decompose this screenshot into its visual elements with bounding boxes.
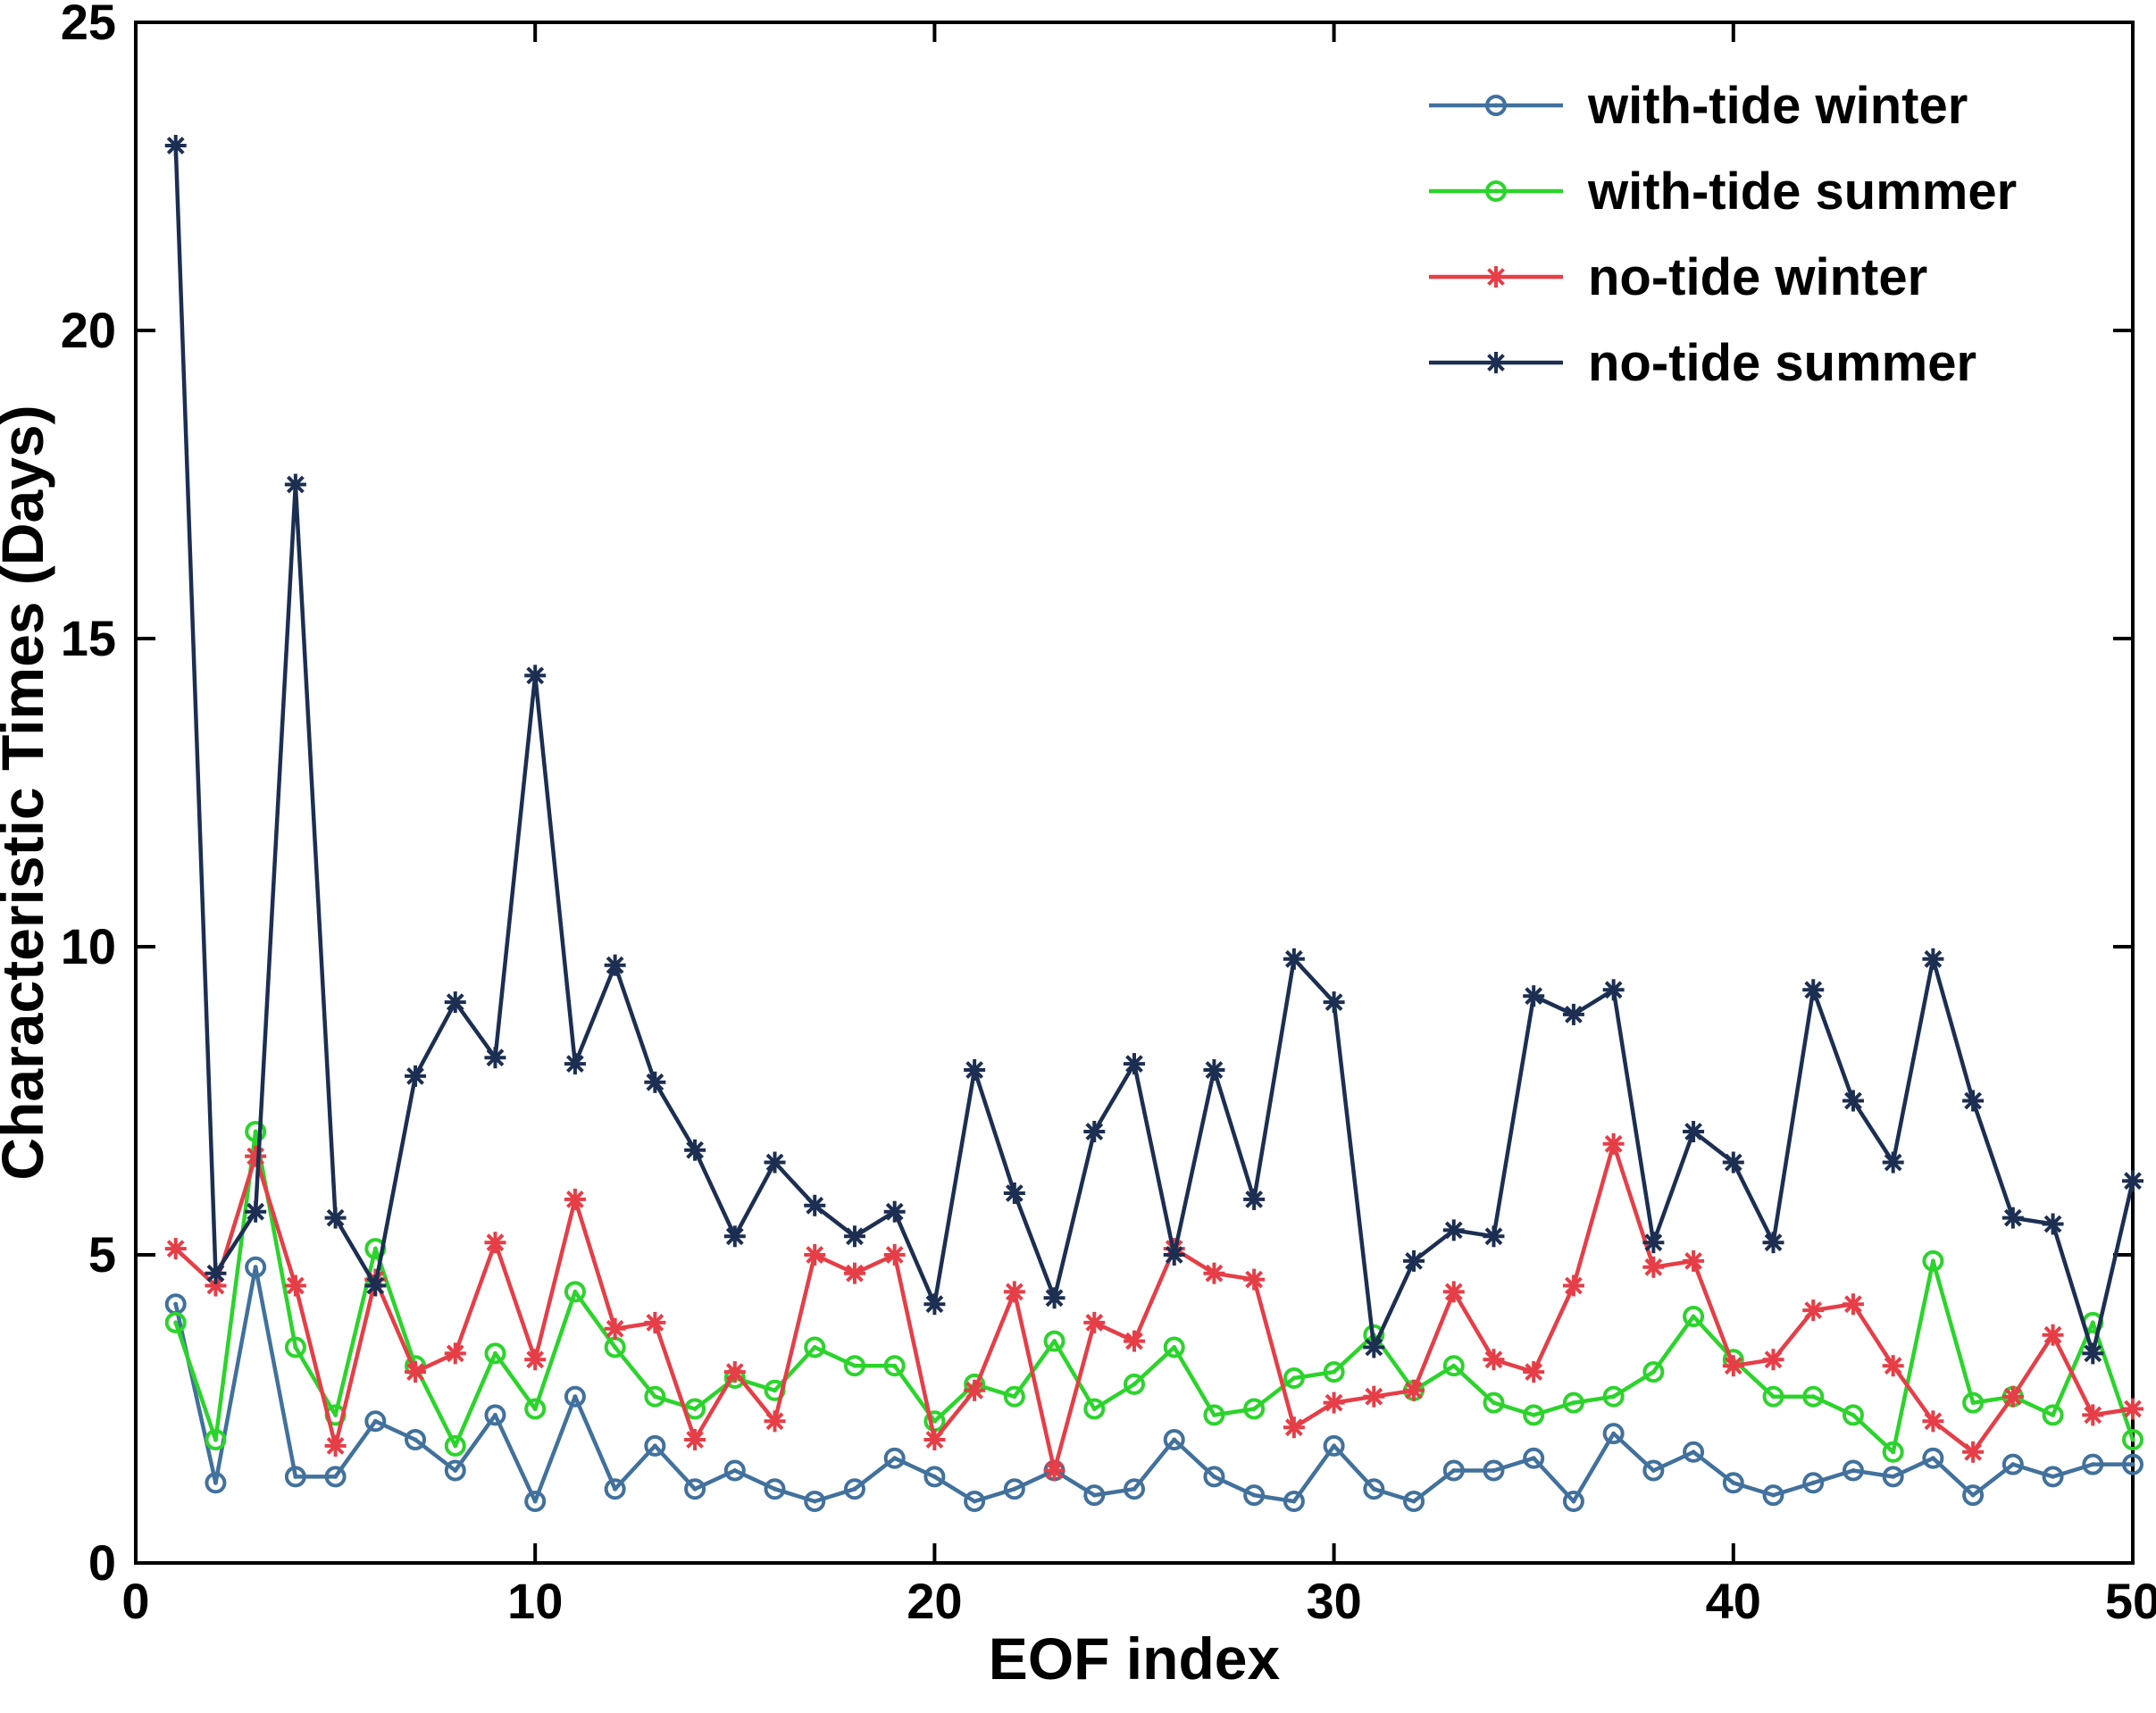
series-line	[174, 1141, 2134, 1473]
legend-label: no-tide winter	[1588, 248, 1927, 306]
series-with-tide-winter	[164, 1256, 2143, 1512]
y-tick-label: 20	[61, 302, 116, 358]
x-tick-label: 20	[907, 1573, 962, 1629]
series-line	[173, 1265, 2133, 1504]
legend-item-with-tide-winter: with-tide winter	[1429, 77, 1968, 135]
legend: with-tide winter with-tide summer no-tide …	[1429, 77, 2017, 392]
series-no-tide-winter	[164, 1132, 2143, 1482]
x-tick-label: 50	[2105, 1573, 2156, 1629]
axes-box	[134, 21, 2135, 1565]
x-axis: 0 10 20 30 40 50	[121, 22, 2156, 1629]
x-tick-label: 40	[1706, 1573, 1761, 1629]
x-tick-label: 10	[507, 1573, 563, 1629]
series-line	[173, 145, 2135, 1356]
x-axis-label: EOF index	[989, 1625, 1281, 1692]
y-tick-label: 25	[61, 0, 116, 50]
y-tick-label: 5	[88, 1226, 116, 1283]
legend-label: no-tide summer	[1588, 334, 1976, 392]
x-tick-label: 30	[1306, 1573, 1361, 1629]
y-tick-label: 15	[61, 610, 116, 666]
series-no-tide-summer	[164, 135, 2143, 1365]
legend-item-no-tide-winter: no-tide winter	[1429, 248, 1927, 306]
series-with-tide-summer	[164, 1121, 2143, 1463]
series-line	[173, 1129, 2135, 1455]
y-axis-label: Characteristic Times (Days)	[0, 405, 55, 1180]
y-tick-label: 0	[88, 1534, 116, 1591]
y-tick-label: 10	[61, 918, 116, 974]
legend-label: with-tide summer	[1587, 163, 2017, 221]
legend-item-no-tide-summer: no-tide summer	[1429, 334, 1976, 392]
y-axis: 0 5 10 15 20 25	[61, 0, 2133, 1591]
x-tick-label: 0	[121, 1573, 149, 1629]
legend-item-with-tide-summer: with-tide summer	[1429, 163, 2017, 221]
legend-label: with-tide winter	[1587, 77, 1968, 135]
